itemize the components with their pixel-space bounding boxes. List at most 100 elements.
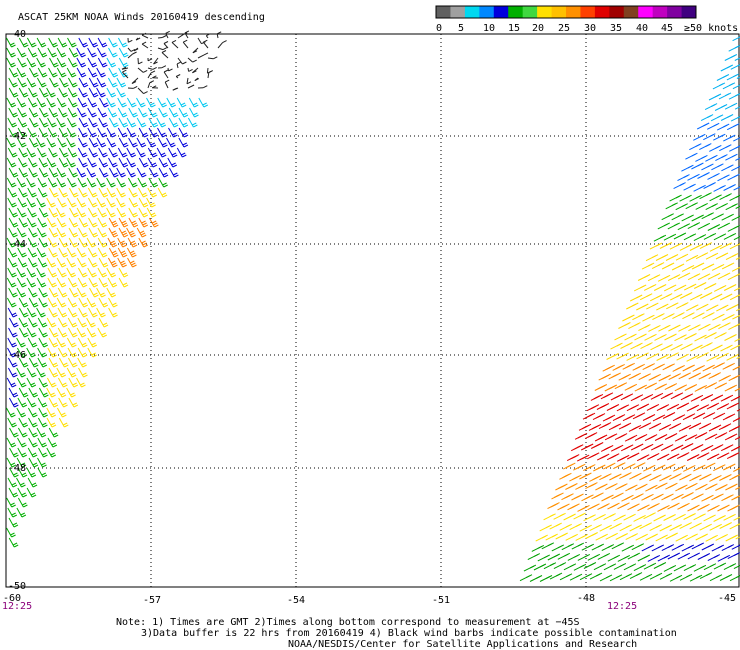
wind-barb (58, 147, 69, 158)
wind-barb (622, 314, 635, 322)
wind-barb (67, 317, 78, 328)
wind-barb (126, 247, 137, 258)
wind-barb (78, 87, 88, 98)
wind-barb (36, 77, 47, 88)
wind-barb (677, 272, 691, 280)
wind-barb (541, 542, 555, 550)
wind-barb (126, 117, 137, 128)
wind-barb (633, 564, 647, 572)
wind-barb (696, 404, 710, 412)
wind-barb (96, 197, 107, 208)
lon-label-48: -48 (577, 593, 595, 604)
wind-barb (118, 217, 129, 228)
wind-barb (137, 87, 148, 95)
wind-barb (78, 307, 88, 318)
wind-barb (699, 242, 713, 250)
wind-barb (36, 197, 46, 208)
wind-barb (7, 307, 18, 318)
wind-barb (27, 187, 37, 198)
wind-barb (706, 122, 720, 130)
wind-barb (625, 533, 638, 541)
wind-barb (710, 394, 724, 402)
wind-barb (48, 337, 59, 348)
wind-barb (727, 173, 740, 181)
wind-barb (16, 287, 27, 298)
wind-barb (27, 337, 38, 348)
wind-barb (27, 247, 38, 258)
wind-barb (661, 493, 674, 501)
wind-barb (26, 277, 37, 288)
wind-barb (636, 303, 649, 311)
wind-barb (56, 47, 67, 58)
wind-barb (644, 382, 658, 390)
wind-barb (96, 177, 106, 188)
wind-barb (77, 177, 88, 188)
colorbar-label-40: 40 (636, 23, 648, 34)
wind-barb (594, 434, 608, 442)
wind-barb (719, 574, 733, 581)
wind-barb (37, 177, 48, 188)
wind-barb (587, 553, 601, 561)
wind-barb (591, 543, 605, 551)
wind-barb (167, 67, 173, 72)
wind-barb (713, 233, 727, 241)
wind-barb (700, 114, 714, 122)
wind-barb (28, 437, 38, 448)
wind-barb (49, 77, 59, 88)
wind-barb (673, 464, 686, 472)
wind-barb (640, 443, 654, 451)
wind-barb (216, 31, 222, 39)
wind-barb (684, 434, 698, 442)
wind-barb (667, 502, 680, 510)
wind-barb (714, 382, 728, 390)
wind-barb (58, 397, 68, 408)
wind-barb (650, 443, 664, 451)
wind-barb (16, 227, 27, 238)
wind-barb (715, 154, 728, 162)
wind-barb (689, 244, 703, 251)
wind-barb (675, 534, 688, 542)
wind-barb (575, 482, 588, 490)
wind-barb (641, 493, 654, 501)
wind-barb (138, 197, 149, 208)
wind-barb (36, 137, 46, 148)
wind-barb (26, 77, 37, 88)
wind-barb (163, 41, 169, 49)
wind-barb (88, 117, 98, 128)
lat-label-40: -40 (8, 29, 26, 40)
wind-barb (658, 423, 672, 431)
wind-barb (574, 432, 588, 440)
wind-barb (615, 533, 628, 540)
wind-barb (28, 107, 39, 118)
wind-barb (631, 543, 645, 551)
wind-barb (654, 383, 668, 391)
wind-barb (48, 367, 59, 378)
wind-barb (706, 354, 719, 362)
wind-barb (617, 554, 631, 562)
wind-barb (138, 107, 148, 118)
wind-barb (687, 273, 701, 281)
wind-barb (693, 234, 707, 242)
wind-barb (66, 127, 77, 138)
wind-barb (7, 117, 18, 128)
wind-barb (157, 137, 168, 148)
wind-barb (623, 463, 636, 471)
wind-barb (642, 363, 655, 371)
wind-barb (7, 257, 18, 268)
lat-label-42: -42 (8, 131, 26, 142)
wind-barb (703, 232, 717, 240)
wind-barb (56, 177, 67, 188)
wind-barb (67, 37, 77, 48)
wind-barbs (6, 30, 740, 582)
wind-barb (633, 514, 646, 522)
wind-barb (57, 347, 68, 358)
wind-barb (652, 313, 665, 321)
wind-barb (168, 127, 178, 138)
wind-barb (654, 434, 668, 441)
wind-barb (549, 522, 562, 530)
wind-barb (612, 363, 625, 371)
wind-barb (67, 57, 78, 68)
wind-barb (165, 30, 170, 39)
wind-barb (673, 513, 686, 521)
wind-barb (648, 324, 661, 332)
